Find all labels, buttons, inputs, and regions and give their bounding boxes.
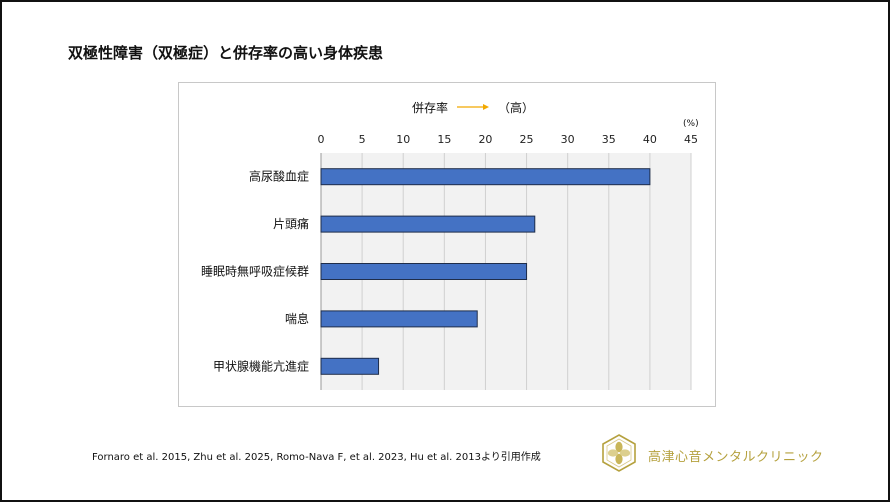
bar bbox=[320, 263, 528, 280]
category-label: 高尿酸血症 bbox=[249, 169, 309, 184]
arrow-right-icon bbox=[456, 101, 490, 115]
x-tick-label: 15 bbox=[437, 133, 451, 146]
unit-label: (%) bbox=[683, 119, 699, 129]
clinic-name: 高津心音メンタルクリニック bbox=[648, 450, 824, 465]
bar bbox=[320, 357, 380, 375]
x-tick-label: 35 bbox=[602, 133, 616, 146]
x-tick-label: 20 bbox=[478, 133, 492, 146]
bar bbox=[320, 215, 536, 233]
category-label: 甲状腺機能亢進症 bbox=[213, 358, 309, 373]
x-tick-label: 5 bbox=[359, 133, 366, 146]
x-tick-label: 45 bbox=[684, 133, 698, 146]
clinic-logo-icon bbox=[600, 434, 638, 472]
x-tick-label: 0 bbox=[318, 133, 325, 146]
x-tick-label: 30 bbox=[561, 133, 575, 146]
page-title: 双極性障害（双極症）と併存率の高い身体疾患 bbox=[68, 44, 384, 62]
citation-text: Fornaro et al. 2015, Zhu et al. 2025, Ro… bbox=[92, 452, 541, 463]
prevalence-label: 併存率 bbox=[412, 101, 449, 115]
x-tick-label: 25 bbox=[520, 133, 534, 146]
x-tick-label: 40 bbox=[643, 133, 657, 146]
bar bbox=[320, 168, 651, 186]
bar bbox=[320, 310, 478, 328]
prevalence-note: 併存率 （高） bbox=[412, 99, 534, 116]
category-label: 睡眠時無呼吸症候群 bbox=[201, 264, 309, 279]
category-label: 片頭痛 bbox=[273, 216, 309, 231]
x-tick-label: 10 bbox=[396, 133, 410, 146]
category-label: 喘息 bbox=[285, 311, 309, 326]
prevalence-high-label: （高） bbox=[498, 101, 535, 115]
